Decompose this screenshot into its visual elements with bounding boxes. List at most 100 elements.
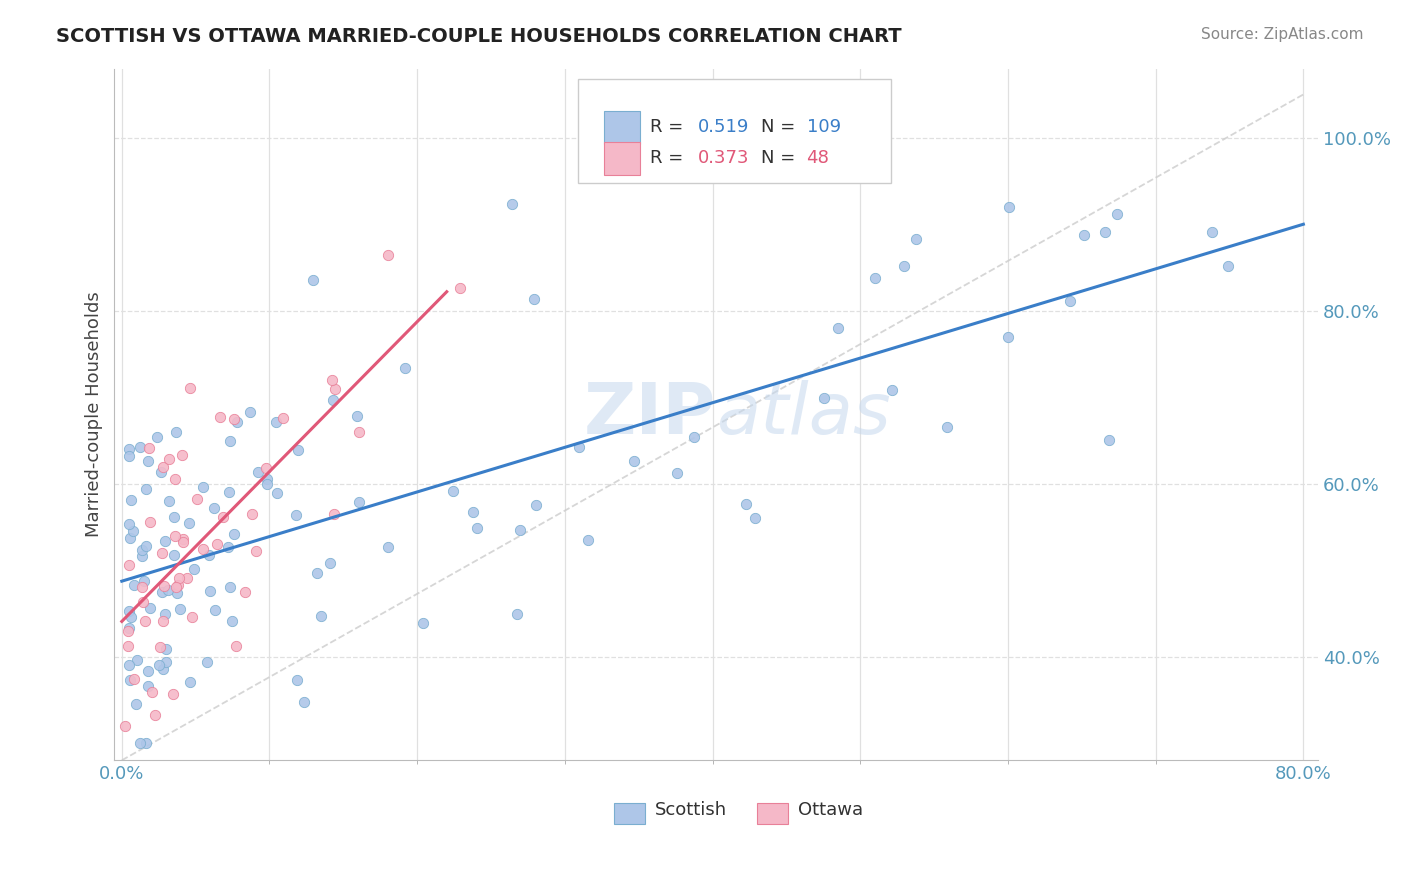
Text: atlas: atlas — [716, 380, 891, 449]
Point — [149, 640, 172, 655]
Point — [135, 539, 157, 553]
Point — [233, 585, 256, 599]
Text: N =: N = — [761, 150, 801, 168]
Point — [131, 543, 153, 558]
Point — [735, 497, 758, 511]
Point — [998, 200, 1021, 214]
Point — [169, 571, 191, 585]
Point — [349, 494, 371, 508]
Point — [118, 558, 141, 573]
Point — [163, 510, 186, 524]
Point — [323, 383, 346, 397]
Point — [131, 549, 153, 563]
Point — [394, 361, 416, 376]
Point — [153, 534, 176, 549]
Point — [208, 410, 231, 425]
Point — [302, 273, 325, 287]
Point — [165, 425, 187, 440]
Point — [311, 609, 333, 624]
Point — [128, 440, 150, 454]
Point — [118, 604, 141, 618]
Point — [285, 508, 308, 522]
Point — [118, 442, 141, 456]
Point — [239, 405, 262, 419]
Point — [183, 561, 205, 575]
Point — [224, 412, 246, 426]
Point — [218, 434, 240, 449]
Point — [245, 544, 267, 558]
Point — [155, 642, 177, 657]
Text: 48: 48 — [807, 150, 830, 168]
Point — [117, 639, 139, 653]
FancyBboxPatch shape — [614, 803, 645, 824]
FancyBboxPatch shape — [758, 803, 789, 824]
Point — [177, 516, 200, 530]
FancyBboxPatch shape — [578, 78, 891, 183]
Point — [153, 579, 176, 593]
Point — [197, 548, 219, 562]
Point — [256, 472, 278, 486]
Point — [181, 609, 204, 624]
Point — [256, 477, 278, 491]
FancyBboxPatch shape — [605, 142, 641, 175]
Point — [118, 516, 141, 531]
Point — [148, 657, 170, 672]
Text: R =: R = — [650, 150, 689, 168]
Point — [682, 430, 704, 444]
Point — [218, 484, 240, 499]
Point — [120, 493, 142, 508]
Point — [463, 505, 485, 519]
Text: R =: R = — [650, 119, 689, 136]
Point — [322, 393, 344, 408]
Point — [1059, 293, 1081, 308]
Point — [136, 664, 159, 678]
Point — [117, 624, 139, 638]
Y-axis label: Married-couple Households: Married-couple Households — [86, 292, 103, 537]
Point — [1218, 259, 1240, 273]
Point — [143, 707, 166, 722]
Text: 109: 109 — [807, 119, 841, 136]
Point — [138, 442, 160, 456]
Point — [997, 329, 1019, 343]
Point — [217, 540, 239, 554]
Point — [132, 574, 155, 588]
Point — [127, 653, 149, 667]
Point — [132, 594, 155, 608]
Point — [179, 675, 201, 690]
Point — [172, 533, 194, 547]
Point — [205, 537, 228, 551]
Point — [882, 383, 904, 397]
Point — [904, 232, 927, 246]
Point — [149, 466, 172, 480]
Point — [863, 270, 886, 285]
Text: N =: N = — [761, 119, 801, 136]
Point — [1107, 207, 1129, 221]
Point — [141, 685, 163, 699]
Point — [166, 578, 188, 592]
Point — [501, 196, 523, 211]
Point — [157, 493, 180, 508]
Point — [285, 673, 308, 688]
Point — [744, 511, 766, 525]
Point — [449, 281, 471, 295]
Point — [128, 736, 150, 750]
Point — [135, 482, 157, 496]
Point — [524, 498, 547, 512]
Point — [136, 454, 159, 468]
Point — [118, 449, 141, 463]
Point — [136, 680, 159, 694]
Point — [467, 521, 489, 535]
Point — [266, 486, 288, 500]
Point — [441, 484, 464, 499]
Text: Scottish: Scottish — [655, 801, 727, 819]
Point — [179, 381, 201, 395]
Point — [172, 535, 194, 549]
Point — [1094, 225, 1116, 239]
Point — [412, 615, 434, 630]
Point — [195, 655, 218, 669]
Point — [122, 577, 145, 591]
Point — [202, 501, 225, 516]
Point — [114, 719, 136, 733]
Point — [165, 581, 187, 595]
Point — [292, 695, 315, 709]
